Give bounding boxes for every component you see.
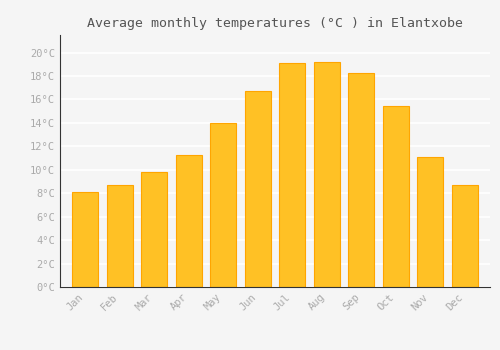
Bar [176,155,202,287]
Bar [210,123,236,287]
Bar [383,106,409,287]
Bar [348,72,374,287]
Bar [106,185,132,287]
Bar [245,91,270,287]
Bar [141,172,167,287]
Bar [452,185,478,287]
Bar [280,63,305,287]
Bar [314,62,340,287]
Bar [418,157,444,287]
Bar [72,192,98,287]
Title: Average monthly temperatures (°C ) in Elantxobe: Average monthly temperatures (°C ) in El… [87,17,463,30]
